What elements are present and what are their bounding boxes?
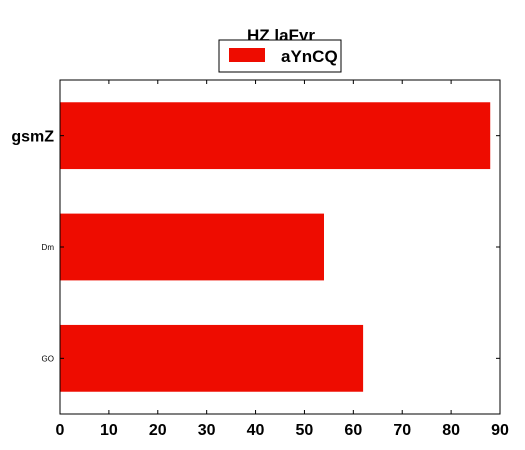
bar-gsmZ (60, 102, 491, 170)
x-tick-label: 0 (56, 422, 65, 439)
bar-GO (60, 324, 364, 392)
legend: aYnCQ (218, 39, 342, 73)
x-tick-label: 80 (442, 422, 460, 439)
x-tick-label: 70 (393, 422, 411, 439)
y-axis-ticks: gsmZ Dm GO (11, 129, 500, 363)
y-tick-label: gsmZ (11, 129, 54, 146)
x-axis-ticks: 0 10 20 30 40 50 60 70 80 90 (56, 80, 509, 439)
x-tick-label: 20 (149, 422, 167, 439)
x-tick-label: 50 (296, 422, 314, 439)
bar-Dm (60, 213, 324, 281)
x-tick-label: 10 (100, 422, 118, 439)
y-tick-label: Dm (42, 243, 55, 252)
x-tick-label: 30 (198, 422, 216, 439)
plot-frame (59, 79, 501, 415)
legend-label: aYnCQ (281, 47, 338, 66)
x-tick-label: 90 (491, 422, 509, 439)
y-tick-label: GO (42, 354, 54, 363)
x-tick-label: 40 (247, 422, 265, 439)
x-tick-label: 60 (344, 422, 362, 439)
bars-group (60, 102, 491, 392)
legend-swatch (229, 48, 265, 62)
